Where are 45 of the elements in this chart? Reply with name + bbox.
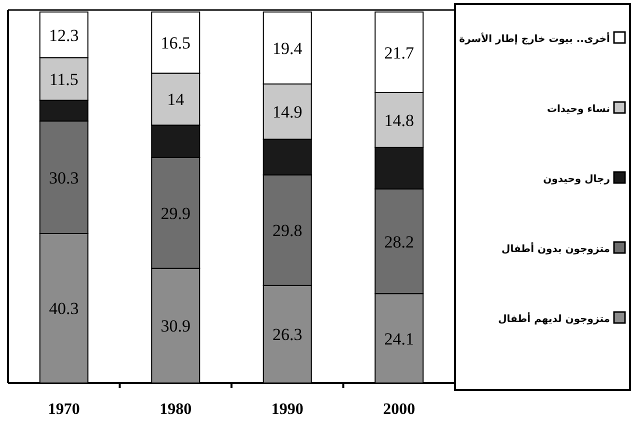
bar [39,57,88,101]
bar [374,12,424,94]
x-tick-label: 1970 [48,401,80,418]
data-label: 16.5 [160,34,190,53]
data-label: 24.1 [384,329,414,348]
legend-label: نساء وحيدات [546,104,610,115]
data-label: 28.2 [384,232,414,252]
bar [374,92,424,148]
bar [374,146,424,190]
bar [374,188,424,294]
data-label: 19.4 [272,38,303,58]
data-label: 29.8 [272,221,302,240]
data-label: 12.3 [49,26,79,45]
x-tick-label: 2000 [383,401,416,418]
bar [151,124,200,158]
bar [262,83,312,140]
data-label: 30.9 [160,316,190,336]
data-label: 14.8 [384,110,414,130]
bar [39,232,88,384]
legend-label: أخرى.. بيوت خارج إطار الأسرة [459,32,610,45]
data-label: 29.9 [160,204,190,223]
x-tick-label: 1990 [271,401,304,418]
bar [262,12,312,84]
bar [262,174,312,286]
data-label: 14.9 [272,102,302,122]
legend-label: متزوجون بدون أطفال [502,242,610,255]
bar [39,120,88,234]
bar [151,72,200,126]
bar [39,100,88,122]
data-label: 21.7 [384,43,414,62]
bar [262,284,312,384]
data-label: 26.3 [272,325,302,344]
bar [151,12,200,74]
data-label: 40.3 [49,299,79,318]
bar [262,138,312,176]
bar [39,12,88,58]
data-label: 14 [167,90,185,110]
data-label: 30.3 [49,168,79,188]
bar [151,156,200,269]
bar [374,293,424,384]
legend-label: رجال وحيدون [543,174,610,185]
bar [151,268,200,384]
legend-label: متزوجون لديهم أطفال [498,312,610,325]
x-tick-label: 1980 [160,401,192,418]
data-label: 11.5 [49,70,78,89]
